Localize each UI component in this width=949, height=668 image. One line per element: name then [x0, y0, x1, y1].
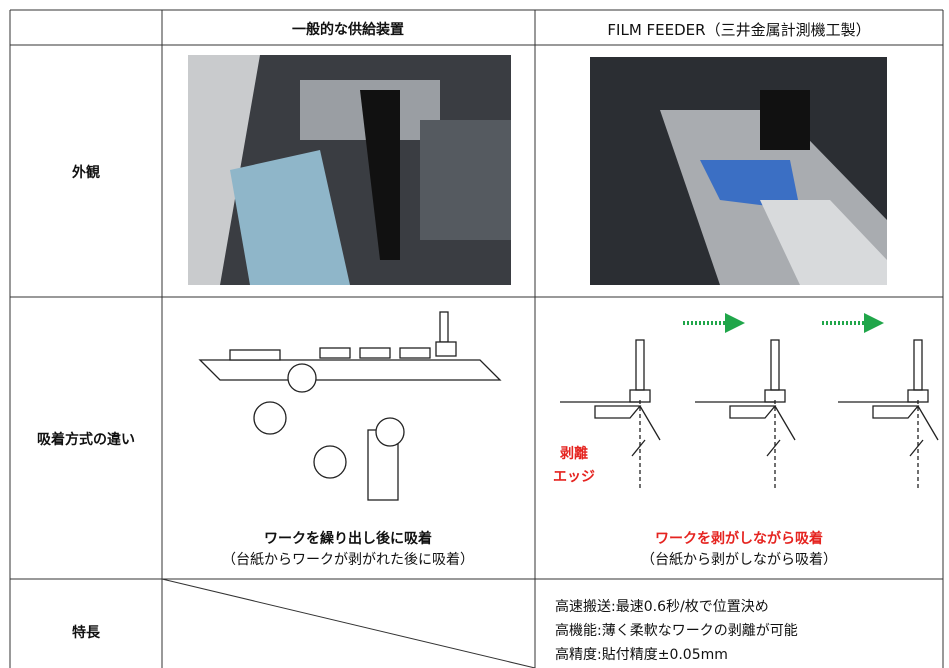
caption-note: （台紙から剥がしながら吸着） — [641, 552, 837, 568]
row-label: 特長 — [72, 625, 100, 641]
feature: 高機能:薄く柔軟なワークの剥離が可能 — [555, 623, 798, 639]
diagram-film-feeder — [560, 313, 939, 491]
caption: ワークを繰り出し後に吸着 — [264, 531, 432, 547]
empty-cell-diagonal — [161, 578, 536, 668]
table-grid — [9, 9, 944, 668]
feature: 高精度:貼付精度±0.05mm — [555, 647, 728, 663]
edge-label: エッジ — [553, 469, 595, 485]
caption: ワークを剥がしながら吸着 — [655, 531, 823, 547]
row-label: 吸着方式の違い — [37, 432, 135, 448]
column-header: 一般的な供給装置 — [292, 22, 404, 38]
edge-label: 剥離 — [560, 446, 588, 462]
photo-film-feeder — [590, 57, 887, 285]
caption-note: （台紙からワークが剥がれた後に吸着） — [222, 552, 474, 568]
photo-general — [188, 55, 511, 285]
column-header: FILM FEEDER（三井金属計測機工製） — [607, 21, 871, 39]
row-label: 外観 — [72, 165, 100, 181]
diagram-general — [198, 311, 502, 501]
feature: 高速搬送:最速0.6秒/枚で位置決め — [555, 599, 769, 615]
